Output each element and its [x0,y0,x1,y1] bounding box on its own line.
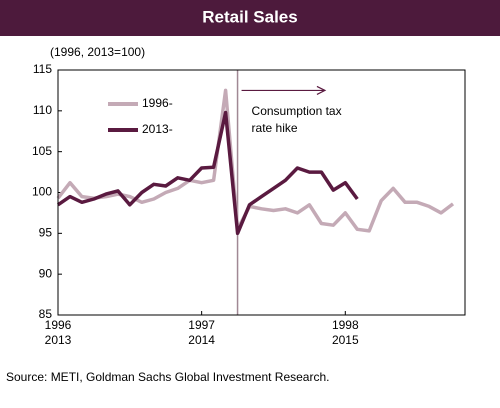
y-tick-label: 115 [33,62,52,76]
y-tick-label: 95 [39,226,53,240]
y-tick-label: 90 [39,266,53,280]
x-tick-label-secondary: 2015 [332,333,359,347]
x-tick-label: 1997 [188,318,215,332]
x-tick-label-secondary: 2013 [45,333,72,347]
source: Source: METI, Goldman Sachs Global Inves… [6,370,329,384]
y-tick-label: 100 [32,185,52,199]
plot-frame [57,69,466,316]
arrow-head [316,85,327,95]
y-tick-label: 85 [39,307,53,321]
series-line [57,110,359,236]
legend-label: 1996- [142,96,173,110]
chart-title: Retail Sales [202,7,297,26]
x-tick-label: 1996 [45,318,72,332]
y-tick-label: 110 [33,103,52,117]
x-tick-label-secondary: 2014 [188,333,215,347]
y-tick-label: 105 [32,144,52,158]
x-tick-label: 1998 [332,318,359,332]
annotation-text: Consumption tax [252,104,342,118]
legend-label: 2013- [142,122,173,136]
annotation-text: rate hike [252,121,298,135]
title-bar [0,0,500,36]
unit-label: (1996, 2013=100) [50,45,145,59]
